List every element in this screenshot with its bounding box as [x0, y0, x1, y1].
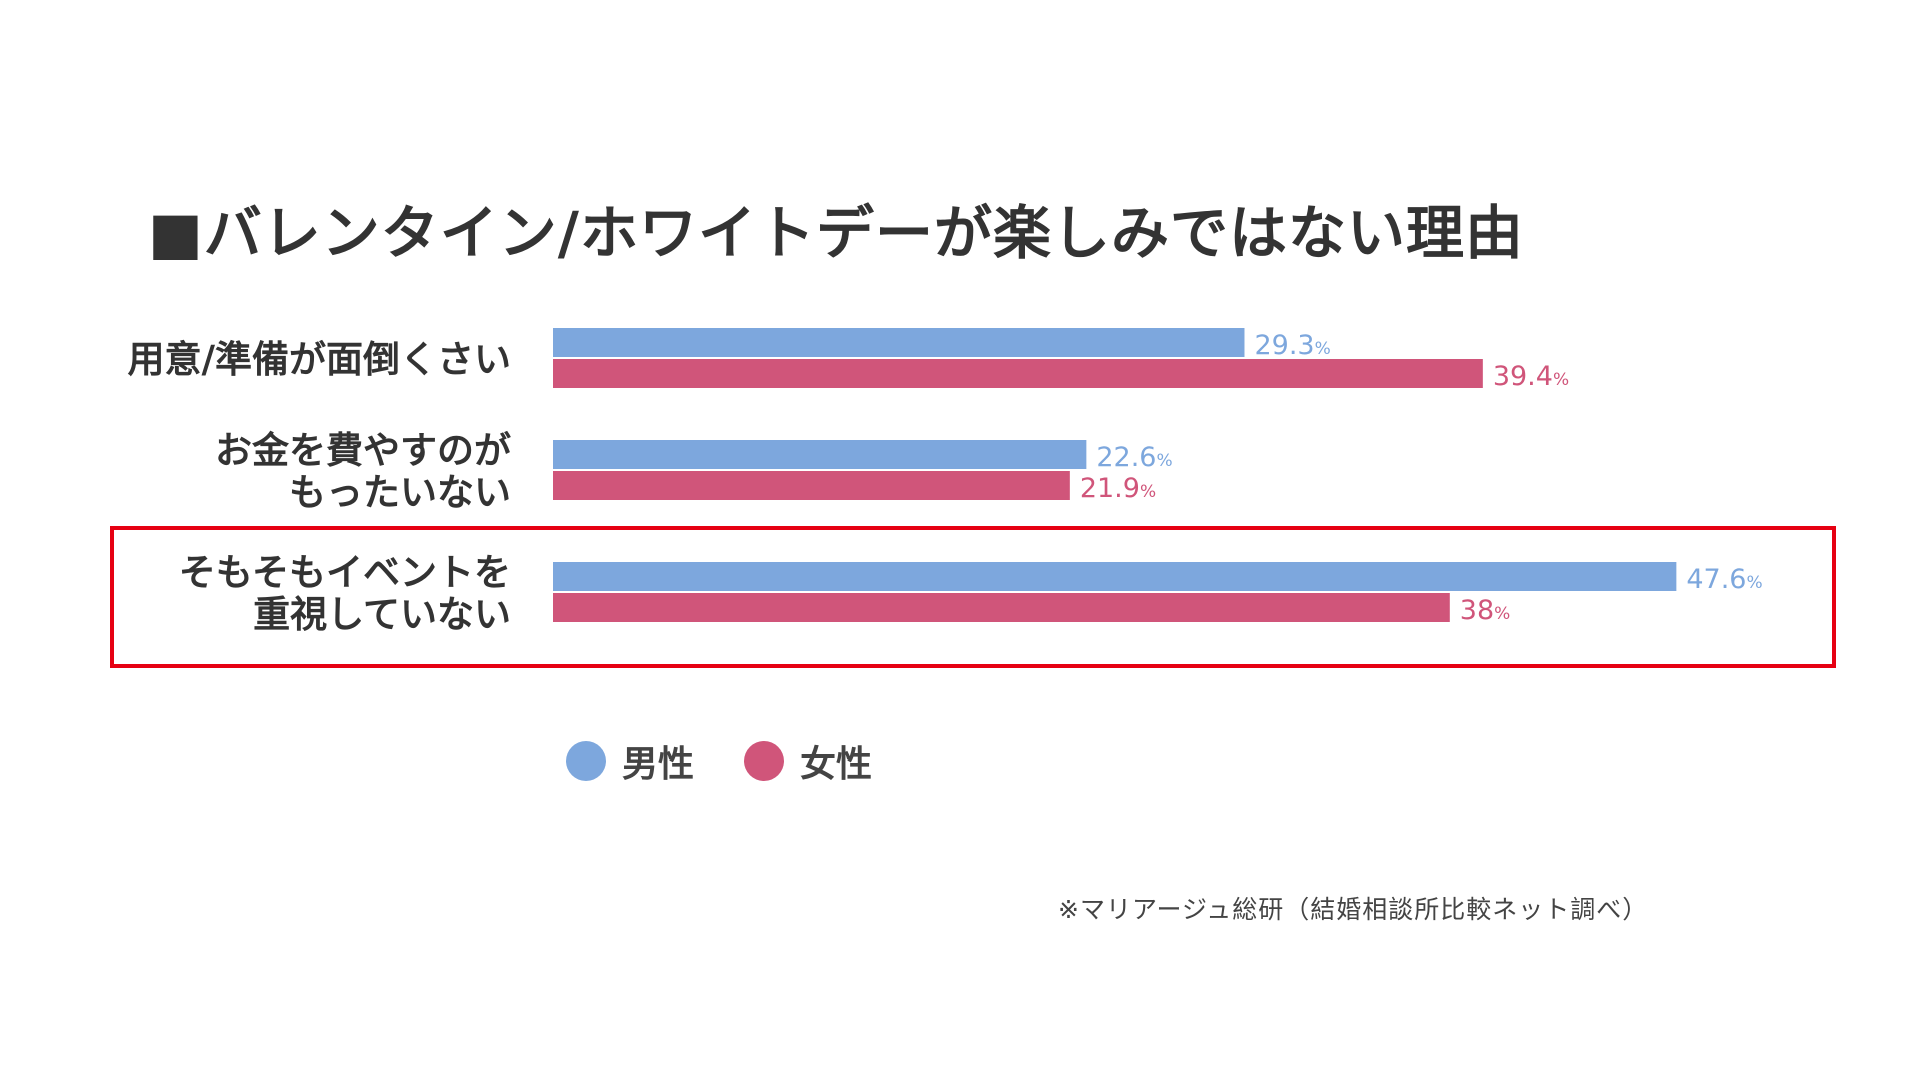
legend-swatch-male — [566, 741, 606, 781]
category-label-3-line-2: 重視していない — [253, 593, 511, 636]
category-label-2: お金を費やすのが もったいない — [215, 430, 511, 514]
value-label-female-2: 21.9% — [1080, 473, 1156, 504]
category-label-2-line-1: お金を費やすのが — [215, 429, 511, 472]
category-label-2-line-2: もったいない — [289, 471, 511, 514]
chart-title: ■バレンタイン/ホワイトデーが楽しみではない理由 — [148, 199, 1524, 267]
source-note: ※マリアージュ総研（結婚相談所比較ネット調べ） — [1058, 895, 1649, 924]
bar-female-2 — [553, 471, 1070, 500]
value-label-female-3: 38% — [1460, 595, 1511, 626]
legend-swatch-female — [744, 741, 785, 781]
legend: 男性 女性 — [566, 736, 922, 786]
value-label-male-1: 29.3% — [1254, 330, 1330, 361]
value-label-male-2: 22.6% — [1096, 442, 1172, 473]
legend-item-female: 女性 — [744, 735, 872, 787]
value-label-male-3: 47.6% — [1686, 564, 1762, 595]
legend-item-male: 男性 — [566, 735, 694, 787]
bar-male-1 — [553, 328, 1245, 357]
bar-male-2 — [553, 440, 1087, 469]
legend-label-female: 女性 — [800, 744, 873, 785]
category-label-3-line-1: そもそもイベントを — [178, 551, 511, 594]
bar-male-3 — [553, 562, 1677, 591]
value-label-female-1: 39.4% — [1493, 361, 1569, 392]
bar-female-1 — [553, 359, 1483, 388]
category-label-3: そもそもイベントを 重視していない — [179, 552, 511, 636]
highlight-box — [110, 526, 1836, 668]
category-label-1: 用意/準備が面倒くさい — [127, 339, 511, 381]
category-label-1-line-1: 用意/準備が面倒くさい — [127, 338, 511, 381]
bar-female-3 — [553, 593, 1450, 622]
legend-label-male: 男性 — [622, 744, 695, 785]
